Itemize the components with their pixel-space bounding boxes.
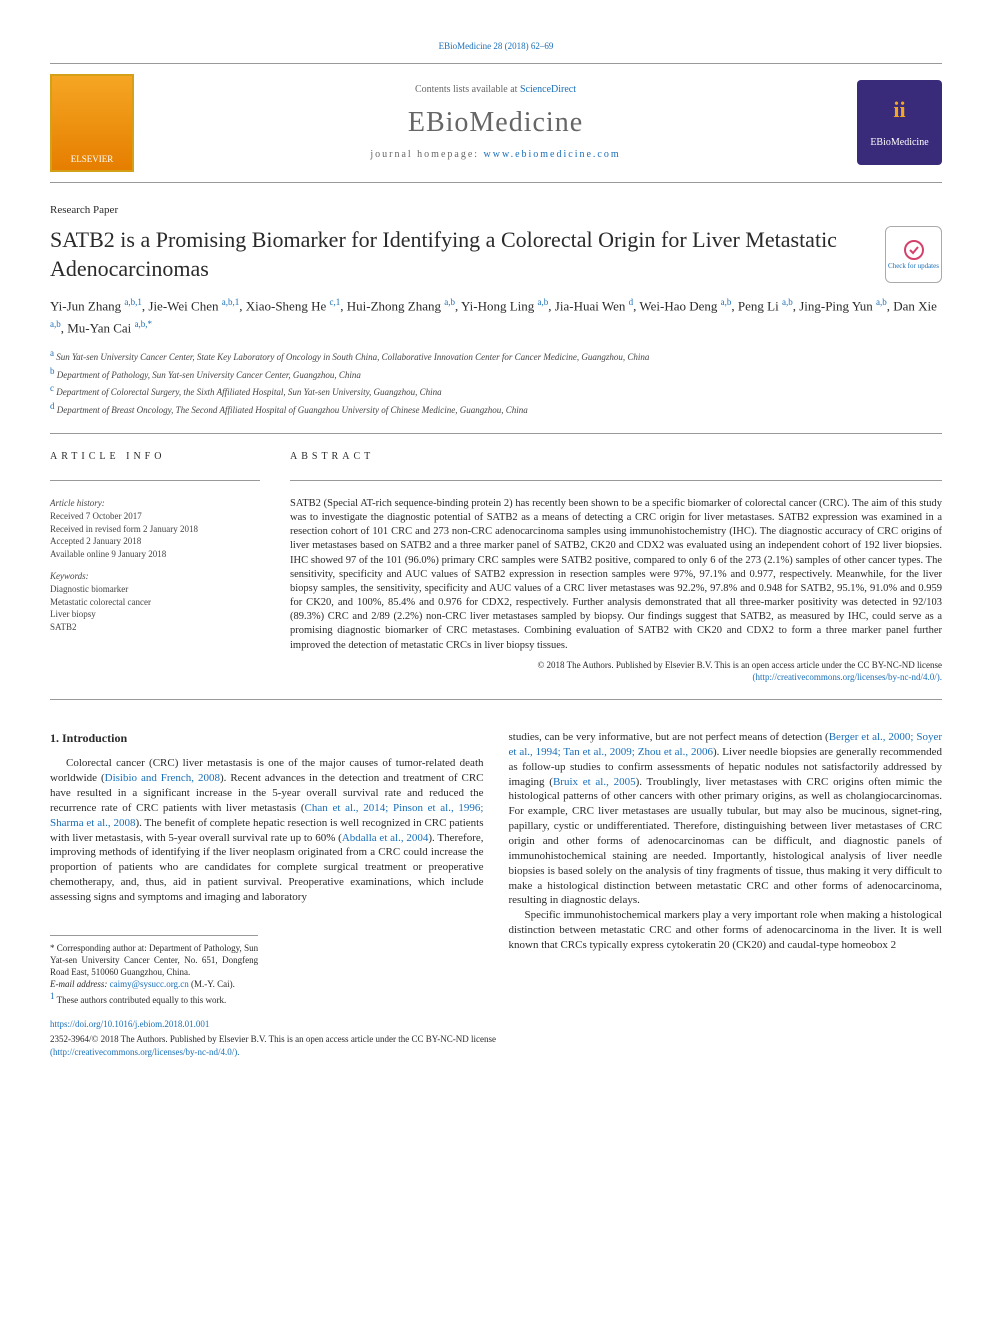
divider: [50, 433, 942, 434]
keyword: Metastatic colorectal cancer: [50, 596, 260, 609]
history-item: Received 7 October 2017: [50, 510, 260, 523]
keyword: Liver biopsy: [50, 608, 260, 621]
history-label: Article history:: [50, 497, 260, 510]
history-item: Accepted 2 January 2018: [50, 535, 260, 548]
contents-label: Contents lists available at: [415, 84, 517, 95]
article-info: ARTICLE INFO Article history: Received 7…: [50, 450, 260, 683]
equal-contribution: These authors contributed equally to thi…: [57, 995, 227, 1005]
issn-copyright: 2352-3964/© 2018 The Authors. Published …: [50, 1033, 942, 1058]
email-link[interactable]: caimy@sysucc.org.cn: [110, 979, 189, 989]
keyword: SATB2: [50, 621, 260, 634]
elsevier-logo: ELSEVIER: [50, 74, 134, 172]
affiliation: a Sun Yat-sen University Cancer Center, …: [50, 347, 942, 365]
journal-homepage: journal homepage: www.ebiomedicine.com: [134, 148, 857, 162]
sciencedirect-link[interactable]: ScienceDirect: [520, 84, 576, 95]
history-item: Available online 9 January 2018: [50, 548, 260, 561]
affiliation: d Department of Breast Oncology, The Sec…: [50, 400, 942, 418]
affiliations: a Sun Yat-sen University Cancer Center, …: [50, 347, 942, 417]
updates-icon: [902, 238, 926, 262]
abstract-text: SATB2 (Special AT-rich sequence-binding …: [290, 497, 942, 653]
article-type: Research Paper: [50, 203, 942, 218]
running-header: EBioMedicine 28 (2018) 62–69: [50, 40, 942, 53]
abstract: ABSTRACT SATB2 (Special AT-rich sequence…: [290, 450, 942, 683]
body-text: 1. Introduction Colorectal cancer (CRC) …: [50, 730, 942, 1006]
contents-line: Contents lists available at ScienceDirec…: [134, 83, 857, 97]
check-updates-badge[interactable]: Check for updates: [885, 226, 942, 283]
citation[interactable]: Bruix et al., 2005: [553, 776, 636, 788]
abstract-head: ABSTRACT: [290, 450, 942, 464]
author-list: Yi-Jun Zhang a,b,1, Jie-Wei Chen a,b,1, …: [50, 295, 942, 339]
citation[interactable]: Disibio and French, 2008: [105, 772, 220, 784]
doi[interactable]: https://doi.org/10.1016/j.ebiom.2018.01.…: [50, 1018, 942, 1031]
journal-home-link[interactable]: www.ebiomedicine.com: [484, 149, 621, 160]
ebiomedicine-logo: EBioMedicine: [857, 80, 942, 165]
section-heading: 1. Introduction: [50, 730, 484, 746]
history-item: Received in revised form 2 January 2018: [50, 523, 260, 536]
keywords-label: Keywords:: [50, 570, 260, 583]
keyword: Diagnostic biomarker: [50, 583, 260, 596]
license-link[interactable]: (http://creativecommons.org/licenses/by-…: [50, 1047, 240, 1057]
license-link[interactable]: (http://creativecommons.org/licenses/by-…: [752, 672, 942, 682]
divider: [50, 699, 942, 700]
footnotes: * Corresponding author at: Department of…: [50, 935, 258, 1007]
corresponding-author: * Corresponding author at: Department of…: [50, 942, 258, 978]
citation[interactable]: Abdalla et al., 2004: [342, 832, 429, 844]
article-info-head: ARTICLE INFO: [50, 450, 260, 464]
abstract-copyright: © 2018 The Authors. Published by Elsevie…: [290, 659, 942, 683]
affiliation: b Department of Pathology, Sun Yat-sen U…: [50, 365, 942, 383]
journal-header: ELSEVIER Contents lists available at Sci…: [50, 63, 942, 183]
affiliation: c Department of Colorectal Surgery, the …: [50, 382, 942, 400]
updates-label: Check for updates: [888, 262, 939, 272]
journal-name: EBioMedicine: [134, 103, 857, 142]
paper-title: SATB2 is a Promising Biomarker for Ident…: [50, 226, 865, 283]
